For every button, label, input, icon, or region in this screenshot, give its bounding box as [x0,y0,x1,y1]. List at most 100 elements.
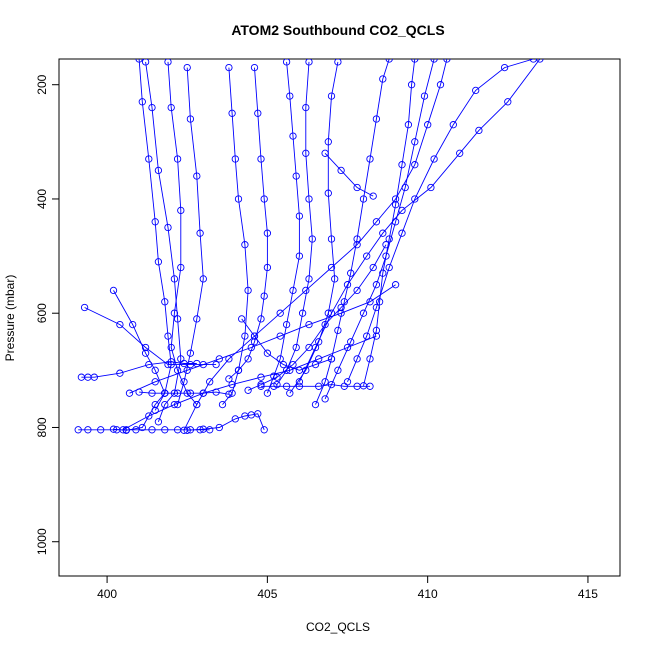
data-point [170,275,179,283]
data-point [321,395,329,403]
profile-line [177,67,204,405]
data-point [145,412,153,420]
data-point [353,241,361,249]
data-point [186,349,195,357]
profile-line [228,67,268,380]
data-point [424,121,432,129]
data-point [372,303,381,312]
data-point [260,292,268,300]
data-point [331,275,339,283]
data-point [154,258,163,266]
data-point [97,426,105,434]
data-point [141,349,150,357]
data-point [337,303,345,312]
data-point [125,389,134,397]
x-tick-label: 400 [97,587,117,601]
data-point [173,155,182,163]
data-point [324,189,332,197]
profile-line [347,59,534,382]
data-point [260,195,268,203]
data-series-group [74,59,544,434]
y-axis-label: Pressure (mbar) [3,275,17,362]
data-point [369,192,377,200]
data-point [257,155,265,163]
profile-line [315,59,390,405]
data-point [366,155,374,163]
data-point [170,400,179,409]
data-point [215,423,223,432]
data-point [141,59,150,66]
profile-line [261,384,370,387]
data-point [311,360,320,369]
data-point [321,149,329,157]
data-point [315,338,323,346]
data-point [148,389,156,397]
data-point [228,389,236,397]
profile-line [363,59,416,386]
data-point [305,275,313,283]
profile-line [138,59,172,411]
data-point [180,378,188,386]
data-point [411,161,419,169]
data-point [430,59,438,63]
y-tick-label: 400 [35,189,49,209]
data-point [167,103,175,112]
data-point [289,360,297,369]
data-point [343,281,352,289]
data-point [375,298,384,306]
data-point [337,166,345,175]
data-point [225,375,233,383]
data-point [366,355,374,363]
data-point [250,332,259,340]
data-point [340,298,348,306]
data-point [263,263,272,272]
data-point [347,338,355,346]
data-point [234,195,243,203]
data-point [218,400,227,409]
data-point [250,338,259,346]
data-point [334,326,342,335]
data-point [263,229,272,237]
data-point [177,206,185,215]
data-point [379,75,387,83]
data-point [385,59,393,63]
data-point [241,241,249,249]
data-point [295,252,304,260]
data-point [254,109,262,117]
data-point [347,269,355,277]
data-point [337,309,345,317]
data-point [199,425,207,433]
data-point [286,389,294,397]
data-point [289,286,297,295]
data-point [173,315,182,323]
data-point [353,355,361,363]
data-point [289,132,297,140]
data-point [231,155,239,163]
data-point [231,415,239,423]
x-tick-label: 415 [578,587,598,601]
data-point [196,229,204,237]
data-point [363,332,371,340]
data-point [161,400,169,409]
data-point [420,92,429,100]
data-point [116,320,124,329]
data-point [206,378,214,386]
data-point [263,389,272,397]
data-point [247,343,255,352]
data-point [443,59,451,63]
data-point [302,149,310,157]
data-point [372,332,381,340]
data-point [164,223,172,232]
data-point [311,400,320,409]
data-point [238,315,246,323]
data-point [212,360,220,369]
data-point [186,389,195,397]
data-point [164,59,172,66]
data-point [199,275,207,283]
data-point [183,366,191,374]
data-point [244,355,252,363]
profile-line [122,335,377,431]
profile-line [81,361,197,378]
data-point [295,382,304,390]
data-point [145,155,153,163]
